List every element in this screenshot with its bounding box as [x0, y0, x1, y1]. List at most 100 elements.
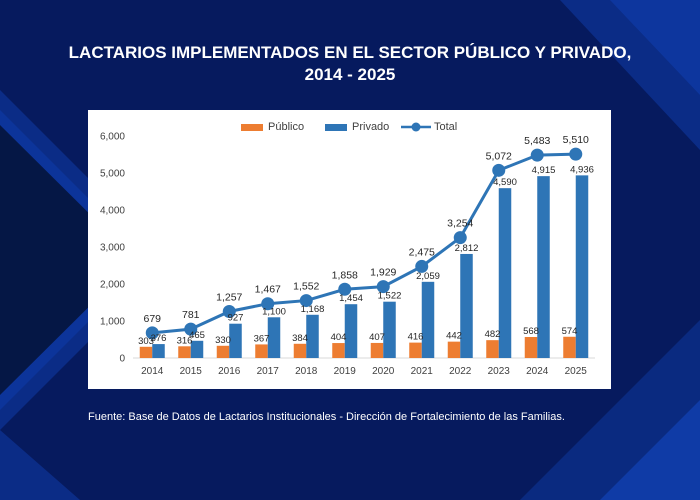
x-tick-label: 2015: [180, 366, 203, 377]
x-tick-label: 2025: [565, 366, 588, 377]
point-total: [338, 282, 352, 296]
x-tick-label: 2023: [488, 366, 511, 377]
data-label-publico: 407: [369, 332, 385, 343]
data-label-total: 2,475: [409, 246, 435, 258]
data-label-total: 3,254: [447, 218, 473, 230]
bar-privado: [306, 314, 319, 358]
bar-publico: [563, 336, 576, 358]
data-label-publico: 568: [523, 326, 539, 337]
bar-privado: [383, 301, 396, 358]
point-total: [492, 163, 506, 177]
point-total: [569, 147, 583, 161]
x-tick-label: 2024: [526, 366, 549, 377]
x-tick-label: 2020: [372, 366, 395, 377]
data-label-publico: 416: [408, 332, 424, 343]
page-title-line-1: LACTARIOS IMPLEMENTADOS EN EL SECTOR PÚB…: [68, 43, 632, 62]
point-total: [145, 326, 159, 340]
data-label-publico: 442: [446, 331, 462, 342]
data-label-publico: 404: [331, 332, 347, 343]
bar-publico: [178, 346, 191, 358]
point-total: [415, 259, 429, 273]
legend-marker-total: [411, 122, 421, 132]
x-tick-label: 2019: [334, 366, 357, 377]
legend-swatch-publico: [241, 124, 263, 131]
bar-privado: [229, 323, 242, 358]
data-label-privado: 1,100: [262, 306, 286, 317]
point-total: [299, 294, 313, 308]
data-label-privado: 1,168: [301, 304, 325, 315]
data-label-privado: 2,059: [416, 271, 440, 282]
data-label-publico: 316: [177, 335, 193, 346]
legend-label-publico: Público: [268, 121, 304, 133]
bar-publico: [409, 342, 422, 358]
x-tick-label: 2016: [218, 366, 241, 377]
bar-publico: [370, 342, 384, 358]
data-label-privado: 927: [228, 313, 244, 324]
bar-privado: [152, 344, 165, 358]
bar-privado: [344, 304, 358, 358]
legend-swatch-privado: [325, 124, 347, 131]
data-label-total: 1,552: [293, 281, 319, 293]
bar-privado: [460, 253, 473, 358]
point-total: [530, 148, 544, 162]
data-label-publico: 482: [485, 329, 501, 340]
bar-publico: [524, 336, 538, 358]
data-label-total: 1,257: [216, 291, 242, 303]
data-label-publico: 574: [562, 326, 578, 337]
x-tick-label: 2018: [295, 366, 318, 377]
data-label-privado: 465: [189, 330, 205, 341]
data-label-publico: 384: [292, 333, 308, 344]
series-line-total: [152, 152, 576, 335]
bar-privado: [421, 281, 435, 358]
data-label-privado: 376: [151, 333, 167, 344]
data-label-publico: 303: [138, 336, 154, 347]
legend-label-privado: Privado: [352, 121, 389, 133]
data-label-total: 5,072: [486, 150, 512, 162]
data-label-privado: 4,590: [493, 177, 517, 188]
page-title-line-2: 2014 - 2025: [304, 65, 396, 84]
bar-publico: [216, 345, 230, 358]
data-label-total: 679: [143, 313, 161, 325]
data-label-total: 5,483: [524, 135, 550, 147]
data-label-privado: 2,812: [455, 243, 479, 254]
bar-publico: [255, 344, 268, 358]
y-tick-label: 4,000: [100, 206, 125, 217]
bar-publico: [332, 343, 345, 358]
x-tick-label: 2017: [257, 366, 280, 377]
bar-privado: [537, 176, 550, 358]
y-tick-label: 3,000: [100, 243, 125, 254]
bar-publico: [293, 343, 307, 358]
point-total: [261, 297, 275, 311]
data-label-privado: 1,454: [339, 293, 363, 304]
page-title: LACTARIOS IMPLEMENTADOS EN EL SECTOR PÚB…: [40, 42, 660, 86]
bar-privado: [190, 340, 204, 358]
y-tick-label: 1,000: [100, 317, 125, 328]
point-total: [184, 322, 198, 336]
bar-privado: [267, 317, 281, 358]
data-label-publico: 330: [215, 335, 231, 346]
y-tick-label: 6,000: [100, 132, 125, 143]
y-tick-label: 2,000: [100, 280, 125, 291]
point-total: [453, 231, 467, 245]
data-label-publico: 367: [254, 333, 270, 344]
x-tick-label: 2021: [411, 366, 434, 377]
data-label-total: 1,467: [255, 284, 281, 296]
data-label-total: 5,510: [563, 134, 589, 146]
data-label-total: 1,858: [332, 269, 358, 281]
chart-panel: 0 1,000 2,000 3,000 4,000 5,000 6,000 2014 2015 2…: [88, 110, 611, 389]
chart: 0 1,000 2,000 3,000 4,000 5,000 6,000 2014 2015 2…: [100, 121, 595, 377]
y-tick-label: 0: [119, 354, 125, 365]
x-tick-label: 2014: [141, 366, 164, 377]
data-label-privado: 4,915: [532, 165, 556, 176]
data-label-privado: 1,522: [378, 291, 402, 302]
x-tick-label: 2022: [449, 366, 472, 377]
data-label-total: 781: [182, 309, 200, 321]
y-tick-label: 5,000: [100, 169, 125, 180]
data-label-total: 1,929: [370, 267, 396, 279]
point-total: [222, 304, 236, 318]
bar-privado: [498, 188, 512, 358]
bar-publico: [139, 346, 153, 358]
bar-publico: [486, 340, 499, 358]
bar-publico: [447, 341, 461, 358]
point-total: [376, 280, 390, 294]
